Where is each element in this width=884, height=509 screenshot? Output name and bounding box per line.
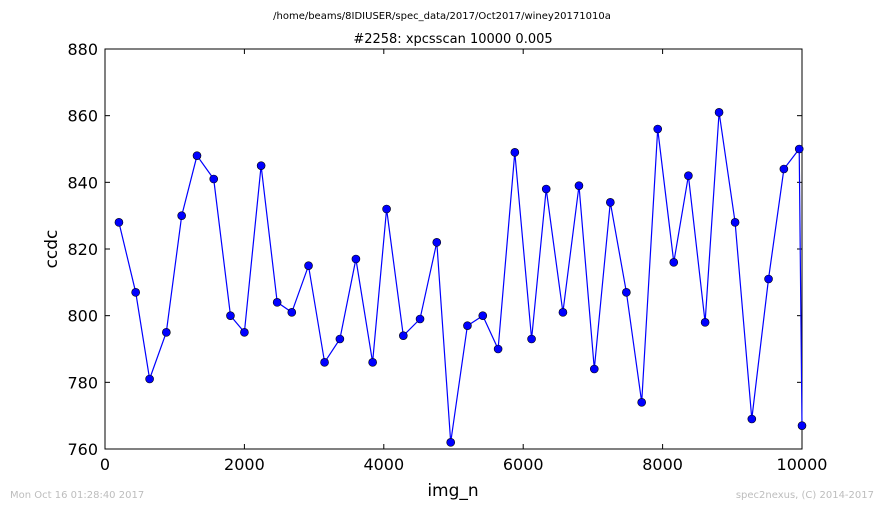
credit-text: spec2nexus, (C) 2014-2017	[736, 490, 874, 501]
data-point	[637, 398, 646, 407]
data-point	[304, 261, 313, 270]
data-point	[730, 218, 740, 227]
data-point	[256, 161, 266, 170]
data-point	[714, 108, 724, 117]
data-point	[463, 321, 472, 330]
data-point	[399, 331, 408, 340]
data-point	[493, 344, 503, 354]
data-point	[669, 258, 679, 267]
data-point	[510, 148, 520, 157]
data-point	[606, 198, 615, 207]
data-point	[177, 211, 186, 220]
y-tick-label: 880	[67, 40, 98, 59]
data-point	[209, 174, 219, 184]
data-point	[192, 151, 202, 160]
data-point	[335, 334, 345, 344]
data-point	[272, 298, 282, 307]
data-point	[382, 204, 391, 214]
data-point	[541, 184, 551, 194]
data-point	[558, 308, 568, 317]
y-tick-label: 860	[67, 107, 98, 126]
y-tick-label: 820	[67, 240, 98, 259]
x-tick-label: 0	[100, 455, 110, 474]
x-tick-label: 10000	[777, 455, 828, 474]
data-point	[226, 311, 235, 320]
data-point	[368, 358, 377, 367]
x-tick-label: 2000	[224, 455, 265, 474]
figure-suptitle: /home/beams/8IDIUSER/spec_data/2017/Oct2…	[273, 11, 611, 22]
data-point	[114, 218, 124, 227]
y-tick-label: 800	[67, 307, 98, 326]
data-point	[320, 358, 329, 367]
data-point	[527, 334, 536, 344]
data-point	[779, 164, 789, 174]
data-point	[797, 421, 807, 430]
data-point	[287, 308, 297, 317]
y-tick-label: 840	[67, 173, 98, 192]
plot-frame	[104, 48, 803, 450]
timestamp-text: Mon Oct 16 01:28:40 2017	[10, 490, 144, 501]
y-tick-label: 780	[67, 373, 98, 392]
series-line	[118, 112, 803, 443]
x-tick-label: 4000	[363, 455, 404, 474]
data-point	[446, 438, 456, 447]
data-point	[432, 238, 442, 247]
data-point	[622, 288, 631, 297]
data-point	[764, 274, 773, 284]
data-point	[700, 318, 710, 327]
x-tick-label: 8000	[642, 455, 683, 474]
data-point	[747, 414, 757, 424]
data-point	[131, 288, 140, 297]
data-point	[478, 311, 488, 320]
y-tick-label: 760	[67, 440, 98, 459]
data-point	[240, 328, 249, 337]
x-tick-label: 6000	[503, 455, 544, 474]
data-point	[145, 374, 154, 384]
plot-area: 0 2000 4000 6000 8000 10000 760 780 800 820 840 860…	[67, 40, 827, 474]
data-point	[653, 124, 663, 134]
x-axis-label: img_n	[427, 481, 478, 501]
data-point	[351, 254, 361, 264]
chart-title: #2258: xpcsscan 10000 0.005	[353, 32, 552, 47]
data-point	[589, 364, 599, 374]
data-point	[162, 328, 171, 337]
data-point	[574, 181, 584, 190]
y-axis-label: ccdc	[42, 230, 62, 269]
data-point	[684, 171, 693, 180]
data-point	[794, 144, 804, 154]
data-point	[415, 314, 425, 324]
